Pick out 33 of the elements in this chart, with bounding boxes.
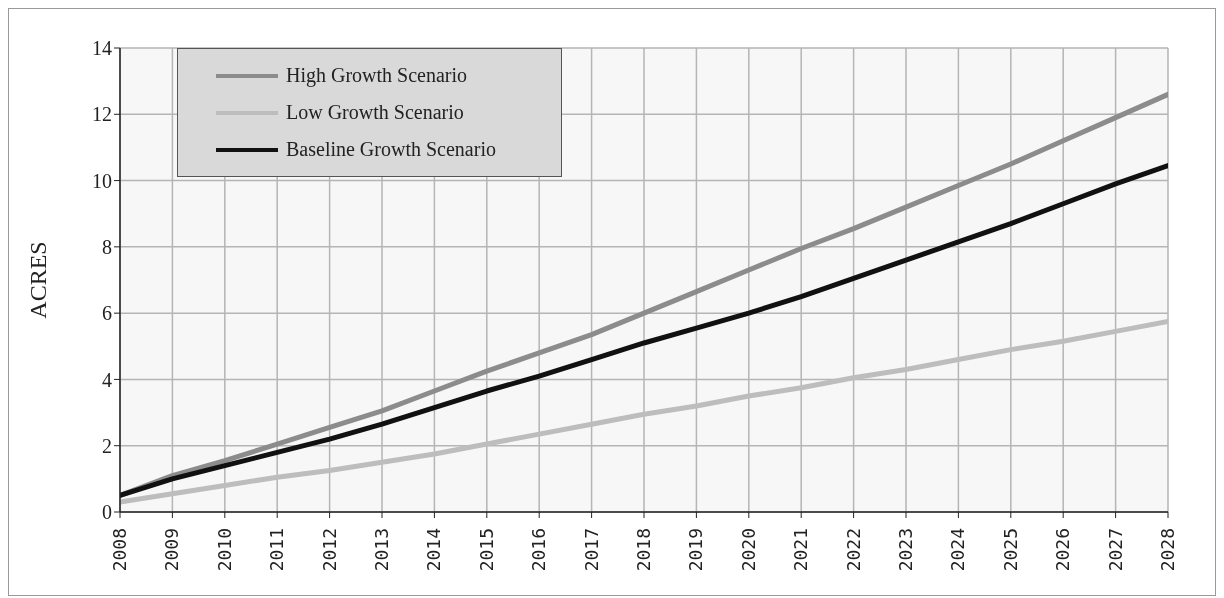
legend-label: Baseline Growth Scenario [286,138,496,161]
x-tick-label: 2010 [213,528,235,572]
x-tick-label: 2011 [266,528,288,572]
legend-label: Low Growth Scenario [286,101,464,124]
y-axis-title: ACRES [24,241,51,319]
x-tick-label: 2023 [895,528,916,572]
x-tick-label: 2018 [633,528,654,572]
x-tick-label: 2014 [423,528,445,572]
x-tick-label: 2008 [109,528,130,572]
y-tick-label: 10 [92,169,112,192]
x-tick-label: 2019 [685,528,707,572]
y-tick-label: 14 [92,37,112,60]
x-tick-label: 2013 [371,528,392,572]
x-tick-label: 2026 [1052,528,1074,572]
x-tick-label: 2028 [1157,528,1178,572]
x-tick-label: 2024 [947,528,969,572]
y-tick-label: 8 [102,235,112,258]
x-tick-label: 2012 [318,528,340,572]
x-tick-label: 2020 [737,528,759,572]
x-tick-label: 2021 [790,528,812,572]
x-tick-label: 2009 [161,528,183,572]
y-tick-label: 12 [92,103,112,126]
x-tick-label: 2017 [580,528,602,572]
y-tick-label: 4 [102,368,112,391]
y-tick-label: 2 [102,434,112,457]
y-tick-label: 0 [102,501,112,524]
x-tick-label: 2022 [842,528,864,572]
x-tick-label: 2016 [528,528,550,572]
x-tick-label: 2015 [475,528,497,572]
legend-label: High Growth Scenario [286,64,468,87]
x-tick-label: 2025 [999,528,1021,572]
x-tick-label: 2027 [1104,528,1126,572]
y-tick-label: 6 [102,302,112,325]
